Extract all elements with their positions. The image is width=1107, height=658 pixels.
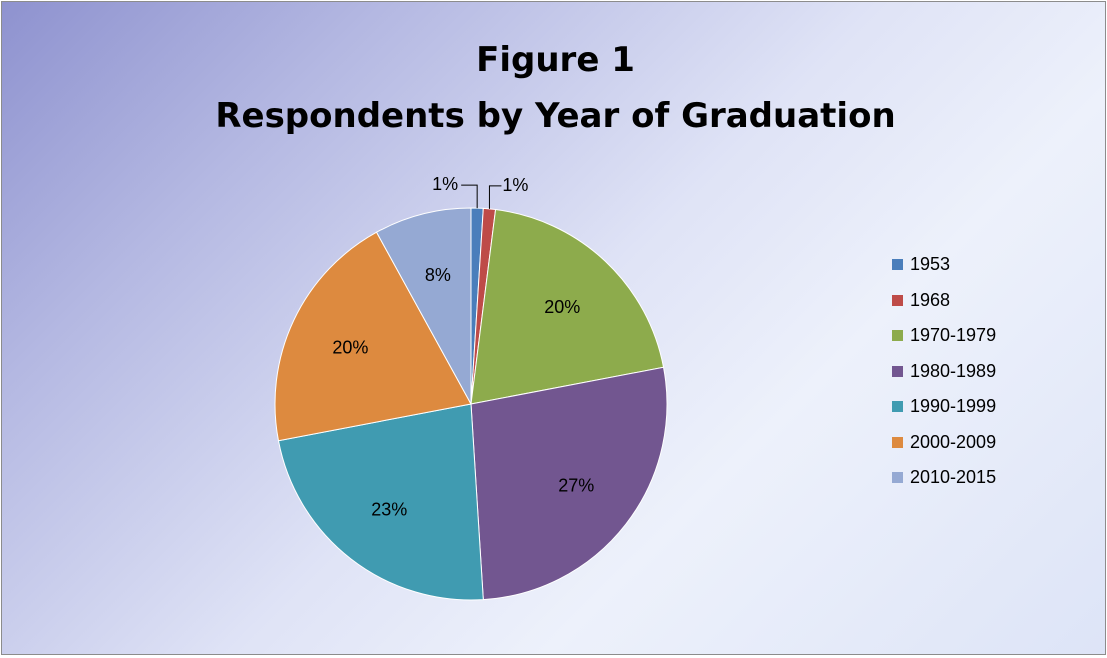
legend-swatch [892,401,903,413]
legend-swatch [892,330,903,342]
legend-label: 1980-1989 [910,360,997,381]
pie-slice-1980-1989 [470,366,668,601]
legend-label: 2000-2009 [910,431,997,452]
legend-swatch [892,259,903,271]
legend-item-1968: 1968 [892,283,996,319]
data-label-1968: 1% [502,175,528,195]
legend-swatch [892,294,903,306]
legend-item-1980-1989: 1980-1989 [892,354,996,390]
legend-label: 2010-2015 [910,467,997,488]
chart-subtitle: Respondents by Year of Graduation [215,96,896,136]
data-label-1953: 1% [432,174,458,194]
legend-item-2010-2015: 2010-2015 [892,460,996,496]
pie-slice-2000-2009 [274,231,472,442]
legend: 1953 1968 1970-1979 1980-1989 1990-1999 2000-… [892,247,996,496]
leader-line-1968 [488,185,502,209]
pie-slice-1990-1999 [277,403,484,601]
legend-label: 1970-1979 [910,325,997,346]
pie-slice-2010-2015 [375,207,472,405]
legend-item-1953: 1953 [892,247,996,283]
leader-line-1953 [461,184,478,209]
legend-label: 1990-1999 [910,396,997,417]
data-label-1980-1989: 27% [558,476,594,496]
legend-label: 1953 [910,254,951,275]
legend-label: 1968 [910,289,951,310]
chart-title: Figure 1 [476,40,635,80]
data-label-1970-1979: 20% [544,297,580,317]
data-label-2010-2015: 8% [425,265,451,285]
legend-item-1970-1979: 1970-1979 [892,318,996,354]
legend-swatch [892,472,903,484]
legend-swatch [892,365,903,377]
pie-slice-1970-1979 [470,208,665,405]
data-label-1990-1999: 23% [371,499,407,519]
legend-item-2000-2009: 2000-2009 [892,425,996,461]
legend-swatch [892,436,903,448]
legend-item-1990-1999: 1990-1999 [892,389,996,425]
data-label-2000-2009: 20% [332,337,368,357]
